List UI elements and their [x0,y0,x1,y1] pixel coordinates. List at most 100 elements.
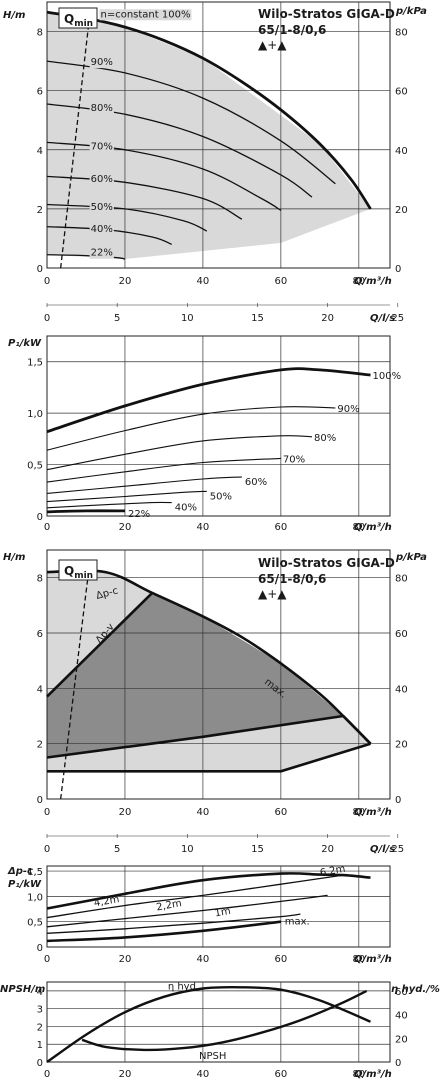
y-axis-label-2: P₁/kW [8,879,42,890]
y-tick-label: 0,5 [27,918,43,929]
curve-label: n=constant 100% [100,9,190,20]
qmin-line [59,13,91,269]
ls-tick-label: 15 [251,313,264,324]
curve-label: 1m [214,906,232,920]
x-tick-label: 80 [352,807,365,818]
qmin-label: Qmin [64,564,93,581]
x-tick-label: 60 [274,276,287,287]
y-tick-label: 2 [37,205,43,216]
ls-tick-label: 10 [181,313,194,324]
x-tick-label: 40 [197,954,210,965]
chart-title: Wilo-Stratos GIGA-D [258,7,395,21]
curve-60 [46,175,243,220]
x-axis-label: Q/m³/h [354,1069,392,1080]
curve-label: 50% [210,491,232,502]
plot-frame [46,1,391,269]
power-curve [46,406,336,451]
curve-label: 22% [128,509,150,520]
curve-90 [46,60,336,185]
y-tick-label: 40 [395,1011,408,1022]
x-tick-label: 60 [274,1069,287,1080]
power-control-curve [46,913,301,934]
y-tick-label: 0 [395,795,401,806]
y-tick-label: 40 [395,684,408,695]
curve-label: 80% [314,433,336,444]
x-tick-label: 40 [197,276,210,287]
qmin-box [58,559,98,581]
y-tick-label: 0 [37,1058,43,1069]
x-tick-label: 80 [352,276,365,287]
y-tick-label: 60 [395,987,408,998]
ls-tick-label: 15 [251,844,264,855]
curve-label-bg [89,102,114,114]
control-line [46,591,154,698]
plot-frame [46,865,391,948]
x-tick-label: 20 [119,276,132,287]
y-tick-label: 1,0 [27,409,43,420]
qmin-label: Qmin [64,12,93,29]
y-tick-label: 4 [37,987,43,998]
pump-symbols: ▲+▲ [258,38,287,52]
curve-label: 40% [175,503,197,514]
curve-nconstant100 [46,10,372,210]
curve-label: 60% [91,174,113,185]
npsh-curve [81,989,368,1052]
y-tick-label: 0 [37,512,43,523]
y-axis-label: Δp-c [7,866,33,877]
curve-label: 22% [91,248,113,259]
pump-symbols: ▲+▲ [258,587,287,601]
eta-curve [46,985,371,1063]
ls-tick-label: 0 [44,313,50,324]
head-curves-panel: n=constant 100%90%80%70%60%50%40%22% 0 20… [3,1,427,324]
curve-label: 60% [245,477,267,488]
y-axis-label-left: H/m [3,552,25,563]
power-curve [46,490,207,503]
x-tick-label: 0 [44,522,50,533]
y-tick-label: 20 [395,740,408,751]
x-tick-label: 20 [119,807,132,818]
x-tick-label: 0 [44,1069,50,1080]
x-axis-label: Q/m³/h [354,807,392,818]
x-tick-label: 0 [44,954,50,965]
y-axis-label-right: p/kPa [395,6,427,17]
dark-region [47,592,344,758]
y-axis-label-left: NPSH/m [0,984,45,995]
y-tick-label: 20 [395,205,408,216]
qmin-box [58,7,98,29]
ls-tick-label: 25 [391,313,404,324]
x-tick-label: 20 [119,954,132,965]
y-tick-label: 0 [37,943,43,954]
npsh-label: NPSH [199,1051,226,1062]
curve-label: 50% [91,202,113,213]
y-tick-label: 80 [395,28,408,39]
curve-label: 70% [91,141,113,152]
y-tick-label: 60 [395,87,408,98]
y-tick-label: 1,5 [27,867,43,878]
curve-label: 100% [373,371,402,382]
ls-tick-label: 25 [391,844,404,855]
x-axis-label: Q/m³/h [354,522,392,533]
power-control-panel: 6,2m 4,2m 2,2m 1m max. 0 20 40 60 80 0 0,5 1,0 1,5 Δ… [7,864,392,965]
chart-subtitle: 65/1-8/0,6 [258,572,326,586]
y-tick-label: 0 [395,264,401,275]
y-tick-label: 3 [37,1005,43,1016]
x-tick-label: 20 [119,1069,132,1080]
control-line [342,715,372,745]
power-curve [46,476,242,494]
curve-label-bg [89,57,114,69]
power-control-curve [46,874,344,919]
y-tick-label: 1,0 [27,892,43,903]
curve-label: 80% [91,103,113,114]
y-tick-label: 0 [395,1058,401,1069]
y-tick-label: 1 [37,1040,43,1051]
control-line [46,714,344,759]
x-tick-label: 60 [274,522,287,533]
y-tick-label: 2 [37,1022,43,1033]
curve-label: 90% [337,404,359,415]
power-control-curve [46,920,282,943]
power-curve [46,501,172,509]
curve-label-bg [89,224,114,236]
x-tick-label: 40 [197,522,210,533]
